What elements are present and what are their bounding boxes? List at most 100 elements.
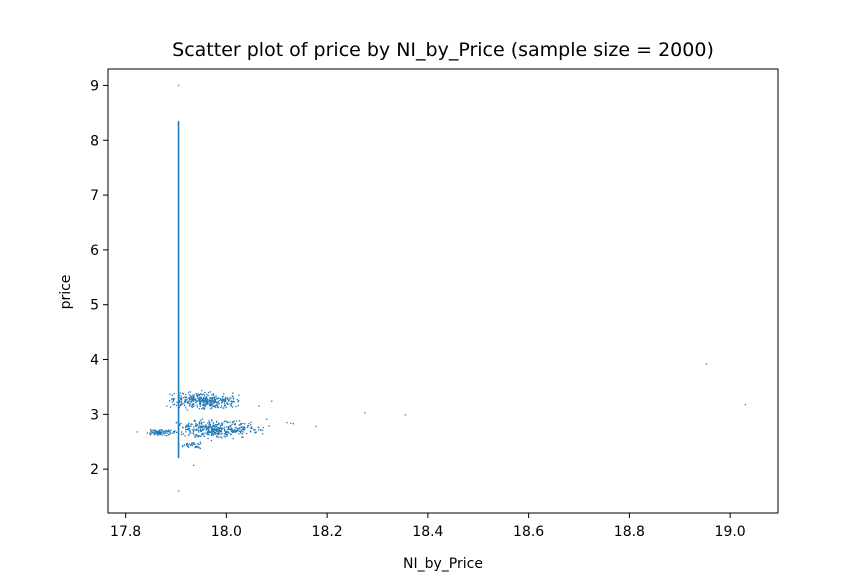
data-point: [257, 429, 260, 431]
x-axis-label: NI_by_Price: [403, 556, 483, 572]
data-point: [238, 433, 240, 435]
data-point: [212, 393, 214, 395]
data-point: [217, 427, 219, 429]
data-point: [199, 435, 201, 437]
data-point: [230, 402, 233, 405]
data-point: [260, 428, 262, 431]
data-point: [202, 426, 204, 428]
x-tick-label: 18.4: [412, 524, 443, 540]
data-point: [199, 428, 202, 430]
data-point: [206, 400, 209, 403]
data-point: [253, 429, 255, 431]
data-point: [192, 442, 194, 445]
data-point: [213, 398, 216, 400]
data-point: [224, 404, 226, 406]
data-point: [211, 407, 213, 409]
data-point: [220, 402, 223, 404]
data-point: [238, 424, 240, 426]
data-point: [213, 432, 216, 434]
data-point: [196, 395, 199, 397]
data-point: [203, 428, 205, 431]
data-point: [214, 423, 217, 426]
data-point: [227, 398, 229, 400]
data-point: [193, 419, 196, 421]
data-point: [180, 400, 183, 402]
data-point: [214, 405, 216, 407]
data-point: [230, 405, 233, 407]
data-point: [206, 431, 209, 433]
data-point: [208, 431, 210, 433]
data-point: [175, 404, 178, 407]
data-point: [216, 401, 218, 404]
data-point: [196, 395, 198, 397]
data-point: [189, 432, 191, 434]
data-point: [237, 400, 239, 403]
data-point: [172, 400, 175, 402]
data-point: [234, 428, 236, 431]
data-point: [196, 404, 198, 406]
data-point: [238, 427, 241, 430]
data-point: [214, 406, 216, 408]
data-point: [250, 424, 252, 426]
data-point: [183, 444, 186, 446]
data-point: [156, 430, 158, 432]
data-point: [197, 400, 199, 402]
data-point: [241, 425, 243, 428]
data-point: [206, 402, 209, 404]
data-point: [160, 429, 162, 431]
data-point: [186, 442, 188, 445]
data-point: [187, 424, 190, 426]
data-point: [224, 420, 226, 422]
data-point: [207, 403, 209, 405]
data-point: [189, 398, 191, 401]
data-point: [188, 427, 190, 430]
data-point: [241, 433, 244, 435]
data-point: [189, 391, 192, 393]
data-point: [205, 426, 207, 428]
data-point: [226, 432, 228, 434]
data-point: [192, 400, 194, 402]
data-point: [206, 397, 208, 400]
data-point: [218, 397, 220, 399]
data-point: [192, 397, 195, 399]
data-point: [240, 432, 242, 434]
data-point: [173, 397, 175, 400]
y-tick-label: 4: [90, 353, 99, 369]
data-point: [268, 425, 270, 427]
data-point: [230, 433, 232, 435]
data-point: [255, 431, 257, 433]
data-point: [199, 401, 202, 403]
data-point: [249, 430, 252, 432]
x-tick-label: 18.0: [211, 524, 242, 540]
data-point: [225, 432, 227, 434]
data-point: [197, 397, 199, 399]
data-point: [220, 436, 222, 438]
data-point: [179, 401, 181, 403]
data-point: [199, 398, 201, 400]
data-point: [157, 434, 159, 437]
data-point: [166, 430, 168, 433]
data-point: [196, 406, 199, 408]
data-point: [205, 429, 207, 431]
data-point: [209, 431, 211, 433]
data-point: [202, 396, 205, 399]
data-point: [224, 436, 226, 438]
data-point: [210, 402, 212, 404]
data-point: [290, 422, 292, 424]
data-point: [223, 392, 225, 395]
data-point: [197, 443, 199, 445]
data-point: [187, 428, 189, 430]
data-point: [231, 423, 233, 425]
data-point: [193, 426, 195, 428]
data-point: [203, 395, 206, 397]
data-point: [186, 445, 188, 447]
data-point: [189, 403, 191, 405]
data-point: [215, 429, 218, 431]
data-point: [220, 406, 222, 409]
data-point: [216, 425, 218, 428]
data-point: [210, 401, 212, 403]
data-point: [149, 428, 152, 431]
data-point: [136, 431, 138, 433]
data-point: [189, 404, 191, 406]
data-point: [200, 396, 202, 398]
